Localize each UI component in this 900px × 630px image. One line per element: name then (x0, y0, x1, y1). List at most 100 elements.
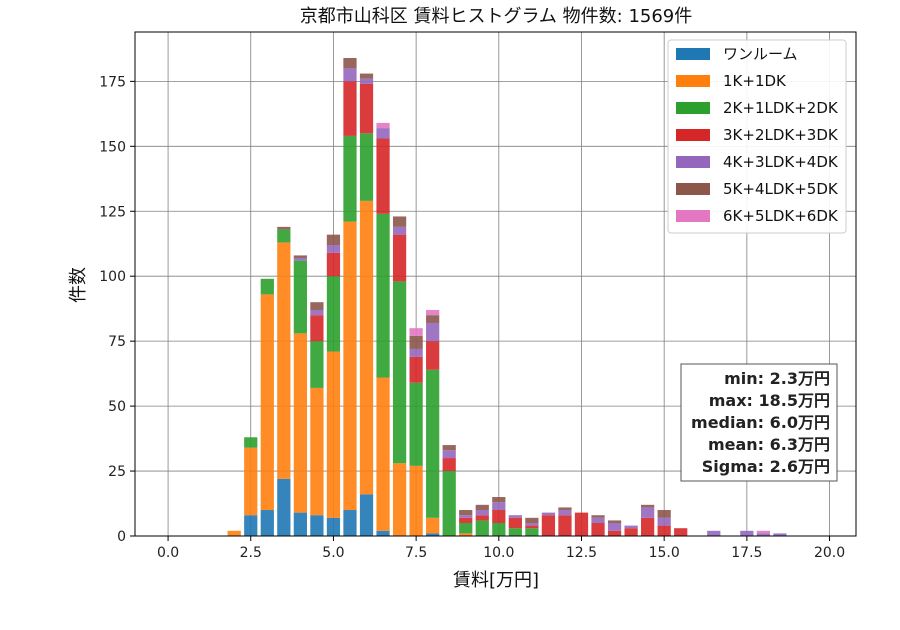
histogram-bar (591, 517, 605, 524)
histogram-bar (260, 510, 274, 536)
histogram-bar (343, 57, 357, 69)
y-tick-label: 0 (117, 529, 126, 545)
y-tick-label: 100 (99, 269, 126, 285)
histogram-bar (773, 533, 787, 536)
histogram-bar (310, 515, 324, 536)
histogram-bar (426, 315, 440, 323)
histogram-bar (409, 356, 423, 383)
legend-swatch (676, 102, 710, 114)
histogram-bar (293, 512, 307, 536)
histogram-bar (492, 502, 506, 511)
histogram-bar (459, 523, 473, 534)
histogram-bar (426, 322, 440, 342)
histogram-bar (244, 515, 258, 536)
x-tick-label: 5.0 (322, 545, 344, 561)
histogram-bar (459, 510, 473, 516)
histogram-bar (359, 200, 374, 495)
histogram-bar (392, 234, 407, 282)
histogram-bar (756, 530, 771, 534)
histogram-bar (525, 525, 539, 529)
stat-min: min: 2.3万円 (724, 369, 830, 388)
histogram-bar (657, 510, 671, 518)
histogram-bar (409, 348, 423, 357)
histogram-bar (508, 528, 522, 536)
y-tick-label: 50 (108, 399, 126, 415)
histogram-bar (591, 523, 605, 536)
histogram-bar (343, 510, 357, 536)
x-axis-label: 賃料[万円] (453, 570, 539, 591)
legend-entry: 5K+4LDK+5DK (723, 180, 839, 198)
histogram-bar (392, 281, 407, 464)
histogram-bar (442, 445, 456, 451)
y-tick-label: 25 (108, 464, 126, 480)
histogram-bar (310, 341, 324, 388)
y-axis-label: 件数 (68, 267, 89, 303)
histogram-bar (277, 229, 291, 243)
histogram-bar (310, 309, 324, 316)
histogram-bar (310, 302, 324, 310)
histogram-bar (492, 510, 506, 524)
histogram-bar (442, 458, 456, 472)
histogram-bar (459, 515, 473, 518)
histogram-bar (475, 520, 489, 536)
bars (227, 57, 787, 536)
histogram-bar (392, 216, 407, 227)
histogram-bar (674, 528, 688, 536)
y-tick-label: 175 (99, 74, 126, 90)
chart-title: 京都市山科区 賃料ヒストグラム 物件数: 1569件 (300, 6, 693, 27)
histogram-bar (657, 525, 671, 536)
histogram-bar (326, 276, 341, 352)
x-tick-label: 12.5 (566, 545, 597, 561)
histogram-bar (376, 128, 390, 139)
y-tick-label: 75 (108, 334, 126, 350)
histogram-bar (359, 494, 374, 536)
histogram-bar (508, 517, 522, 529)
histogram-bar (492, 523, 506, 536)
legend-swatch (676, 210, 710, 222)
histogram-bar (392, 226, 407, 235)
histogram-bar (525, 517, 539, 524)
histogram-bar (657, 517, 671, 526)
histogram-bar (277, 226, 291, 230)
legend-swatch (676, 156, 710, 168)
histogram-bar (641, 507, 655, 518)
legend-swatch (676, 75, 710, 87)
histogram-bar (359, 83, 374, 134)
histogram-bar (459, 533, 473, 536)
histogram-bar (426, 341, 440, 370)
stats-box: min: 2.3万円 max: 18.5万円 median: 6.0万円 mea… (680, 363, 838, 482)
histogram-bar (525, 523, 539, 526)
histogram-bar (376, 122, 390, 129)
histogram-bar (227, 530, 241, 536)
histogram-bar (343, 221, 357, 511)
x-axis-ticks: 0.0 2.5 5.0 7.5 10.0 12.5 15.0 17.5 20.0 (157, 536, 845, 561)
y-tick-label: 125 (99, 204, 126, 220)
legend-entry: 4K+3LDK+4DK (723, 153, 839, 171)
legend-box (667, 39, 847, 234)
histogram-bar (244, 437, 258, 448)
histogram-bar (475, 510, 489, 516)
y-tick-label: 150 (99, 139, 126, 155)
histogram-bar (409, 328, 423, 336)
histogram-bar (376, 377, 390, 531)
y-axis-ticks: 0 25 50 75 100 125 150 175 (99, 74, 135, 545)
histogram-bar (707, 530, 721, 536)
histogram-bar (442, 450, 456, 459)
histogram-bar (409, 335, 423, 349)
histogram-bar (558, 515, 572, 536)
histogram-bar (343, 81, 357, 136)
histogram-bar (508, 515, 522, 518)
histogram-bar (607, 520, 622, 524)
x-tick-label: 0.0 (157, 545, 179, 561)
histogram-bar (244, 447, 258, 516)
histogram-bar (591, 515, 605, 518)
histogram-bar (343, 135, 357, 222)
plot-frame (134, 31, 857, 537)
histogram-bar (326, 252, 341, 277)
legend-swatch (676, 129, 710, 141)
histogram-bar (607, 530, 622, 536)
histogram-bar (492, 497, 506, 503)
histogram-bar (740, 530, 754, 536)
stat-max: max: 18.5万円 (709, 391, 830, 410)
legend-entry: 2K+1LDK+2DK (723, 99, 839, 117)
